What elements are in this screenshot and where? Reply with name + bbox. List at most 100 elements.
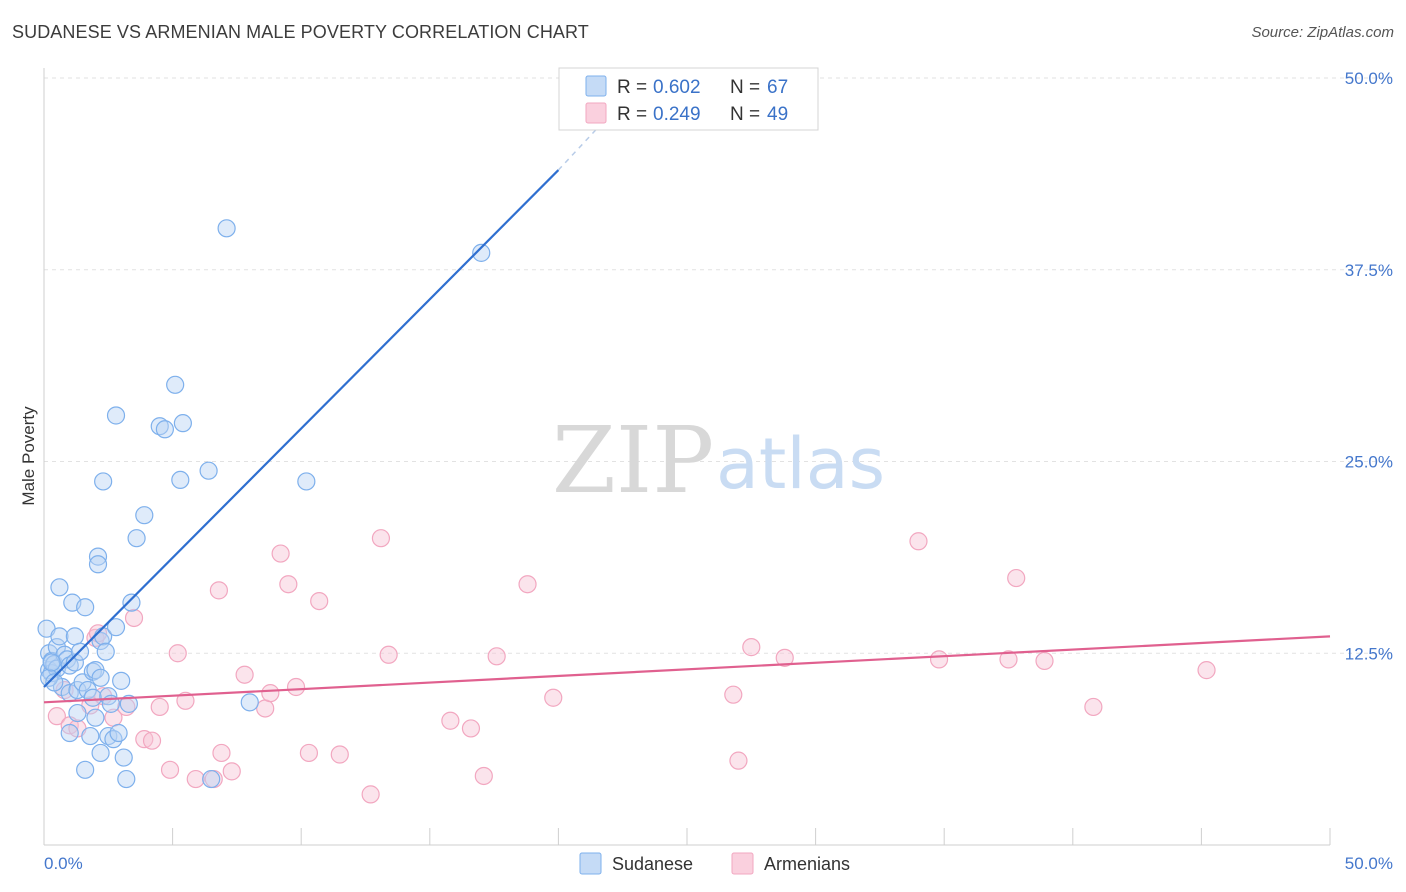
data-point <box>127 529 146 548</box>
legend-r-value-2: 0.249 <box>653 104 701 125</box>
data-point <box>124 608 144 628</box>
data-point <box>55 680 74 700</box>
legend-r-label-1: R = <box>617 77 647 98</box>
data-point <box>99 726 118 746</box>
data-point <box>929 650 949 669</box>
data-point <box>150 697 169 717</box>
data-point <box>94 472 113 491</box>
data-point <box>135 506 154 525</box>
data-point <box>487 647 506 666</box>
data-point <box>171 470 190 490</box>
data-point <box>212 743 231 763</box>
data-point <box>142 731 162 750</box>
data-point <box>330 745 349 764</box>
data-point <box>176 691 195 710</box>
sudanese-trend-line <box>43 169 560 688</box>
y-tick-label: 37.5% <box>1345 261 1393 280</box>
data-point <box>47 707 66 726</box>
data-point <box>1007 568 1026 588</box>
trend-lines <box>43 100 1331 704</box>
data-point <box>160 760 180 779</box>
bottom-legend-label-sudanese: Sudanese <box>612 854 693 874</box>
data-point <box>42 653 61 672</box>
y-axis-label: Male Poverty <box>19 406 38 506</box>
data-point <box>261 684 280 703</box>
data-point <box>209 581 228 600</box>
data-point <box>114 748 133 767</box>
data-point <box>724 685 743 704</box>
x-axis-ticks <box>43 828 1331 845</box>
legend-n-value-1: 67 <box>767 77 788 98</box>
data-point <box>173 414 192 433</box>
legend: R = 0.602 N = 67 R = 0.249 N = 49 <box>558 67 819 131</box>
data-point <box>88 547 108 566</box>
data-point <box>379 645 398 664</box>
data-point <box>106 406 126 425</box>
data-point <box>217 219 236 238</box>
watermark-zip: ZIP <box>552 407 714 514</box>
data-point <box>279 575 298 594</box>
watermark-atlas: atlas <box>716 423 885 505</box>
data-point <box>45 673 64 692</box>
data-point <box>60 723 79 743</box>
data-point <box>999 650 1018 669</box>
data-point <box>83 688 102 707</box>
data-point <box>371 529 391 548</box>
data-point <box>117 769 136 789</box>
legend-swatch-armenians <box>585 102 607 124</box>
legend-n-value-2: 49 <box>767 104 788 125</box>
data-point <box>91 668 110 687</box>
data-point <box>76 598 95 617</box>
data-point <box>1035 651 1054 671</box>
data-point <box>168 644 187 663</box>
data-point <box>68 703 87 723</box>
data-point <box>297 472 316 491</box>
data-point <box>775 648 794 667</box>
data-point <box>474 766 493 786</box>
data-point <box>286 677 306 697</box>
data-point <box>186 769 205 789</box>
data-point <box>50 578 69 597</box>
legend-n-label-2: N = <box>730 104 760 125</box>
data-point <box>119 694 138 713</box>
data-point <box>1197 661 1216 680</box>
x-tick-label-max: 50.0% <box>1345 854 1393 873</box>
data-point <box>271 544 290 563</box>
data-point <box>222 762 241 781</box>
data-point <box>106 618 126 637</box>
data-point <box>199 461 218 480</box>
data-point <box>50 627 69 646</box>
legend-r-value-1: 0.602 <box>653 77 701 98</box>
data-point <box>240 693 259 712</box>
data-point <box>112 671 131 690</box>
data-point <box>742 638 761 657</box>
y-tick-label: 12.5% <box>1345 644 1393 663</box>
data-point <box>65 653 84 672</box>
y-tick-labels: 12.5% 25.0% 37.5% 50.0% <box>1345 69 1393 663</box>
data-point <box>122 593 141 612</box>
legend-r-label-2: R = <box>617 104 647 125</box>
data-point <box>60 656 79 675</box>
data-point <box>299 743 319 763</box>
data-point <box>166 375 185 394</box>
y-tick-label: 50.0% <box>1345 69 1393 88</box>
armenians-points <box>47 529 1216 804</box>
data-point <box>91 743 110 763</box>
source-label: Source: ZipAtlas.com <box>1251 24 1394 41</box>
data-point <box>461 719 481 738</box>
x-tick-label-min: 0.0% <box>44 854 83 873</box>
data-point <box>544 688 563 707</box>
data-point <box>88 555 108 574</box>
data-point <box>361 785 380 804</box>
data-point <box>472 243 491 262</box>
data-point <box>441 711 460 730</box>
legend-n-label-1: N = <box>730 77 760 98</box>
data-point <box>150 417 169 436</box>
data-point <box>65 627 84 646</box>
sudanese-points <box>37 219 491 789</box>
data-point <box>518 575 537 594</box>
bottom-legend-swatch-armenians <box>731 852 754 875</box>
data-point <box>729 751 748 770</box>
chart-title: SUDANESE VS ARMENIAN MALE POVERTY CORREL… <box>12 22 589 42</box>
